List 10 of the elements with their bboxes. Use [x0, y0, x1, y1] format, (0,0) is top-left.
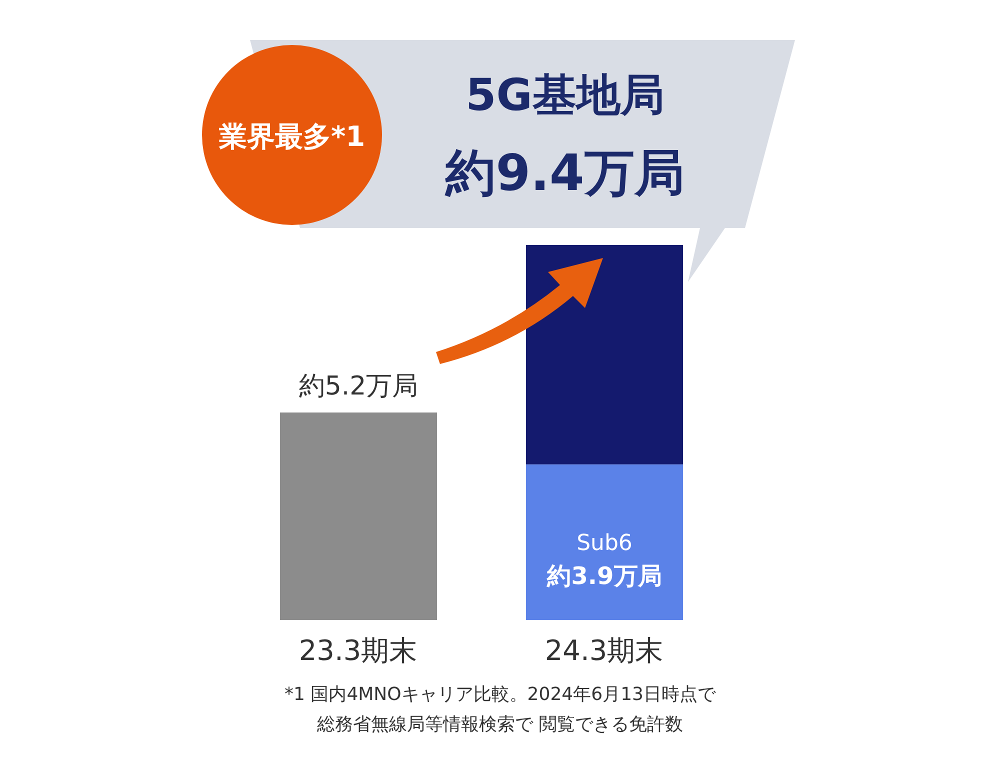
series-label: Sub6 [576, 531, 632, 556]
total-label: 約9.4万局 [444, 144, 684, 202]
x-tick-label: 23.3期末 [298, 634, 418, 667]
data-label: 約3.9万局 [546, 562, 662, 590]
chart-title: 5G基地局 [466, 70, 664, 121]
text: *1 国内4MNOキャリア比較。2024年6月13日時点で [284, 684, 716, 705]
x-tick-label: 24.3期末 [544, 634, 664, 667]
text: 業界最多*1 [218, 120, 366, 153]
data-label: 約5.2万局 [298, 372, 418, 402]
text: 総務省無線局等情報検索で 閲覧できる免許数 [316, 714, 683, 735]
